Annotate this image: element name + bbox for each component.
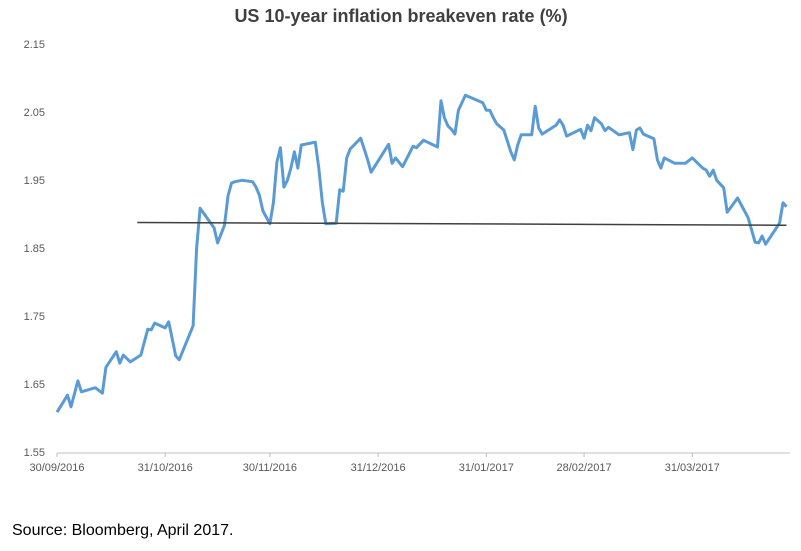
y-tick-label: 2.15 (24, 39, 45, 51)
x-tick-label: 28/02/2017 (557, 462, 612, 474)
x-tick-label: 31/01/2017 (459, 462, 514, 474)
y-tick-label: 2.05 (24, 107, 45, 119)
y-tick-label: 1.55 (24, 447, 45, 459)
y-tick-label: 1.65 (24, 379, 45, 391)
x-tick-label: 31/10/2016 (138, 462, 193, 474)
x-tick-label: 31/03/2017 (665, 462, 720, 474)
source-note: Source: Bloomberg, April 2017. (12, 522, 233, 539)
y-tick-label: 1.95 (24, 175, 45, 187)
chart-title: US 10-year inflation breakeven rate (%) (234, 6, 567, 26)
x-tick-label: 31/12/2016 (351, 462, 406, 474)
y-tick-label: 1.85 (24, 243, 45, 255)
y-tick-label: 1.75 (24, 311, 45, 323)
x-tick-label: 30/11/2016 (243, 462, 297, 474)
x-tick-label: 30/09/2016 (29, 462, 84, 474)
series-line (55, 93, 788, 413)
series-line (137, 221, 787, 226)
